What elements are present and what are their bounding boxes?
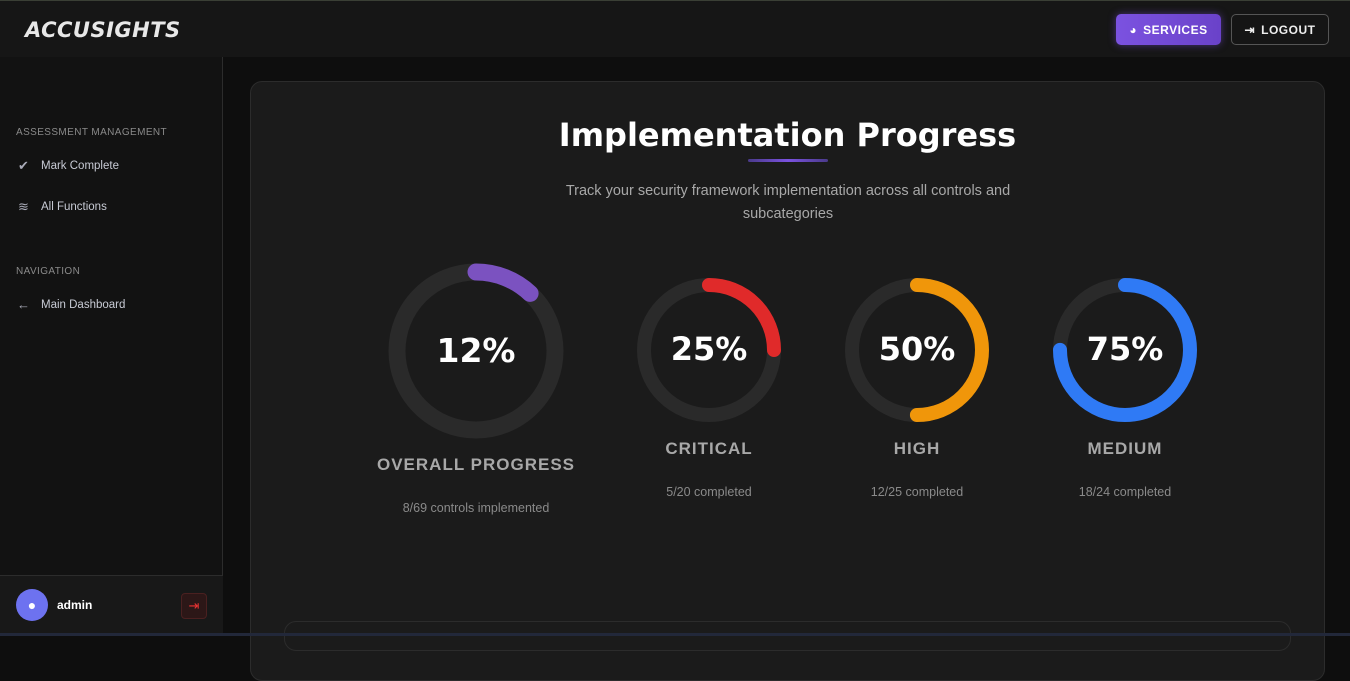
arrow-left-icon: ←: [17, 297, 30, 312]
ring-fill: [845, 278, 989, 422]
user-logout-button[interactable]: ⇥: [181, 593, 207, 619]
ring-svg: [1053, 278, 1197, 422]
ring-label: CRITICAL: [665, 439, 753, 458]
ring-percent: 12%: [436, 330, 516, 370]
sidebar-item-label: All Functions: [41, 201, 107, 213]
ring-label: OVERALL PROGRESS: [377, 455, 575, 474]
page-subtitle: Track your security framework implementa…: [565, 183, 1011, 222]
sidebar-item-label: Main Dashboard: [41, 298, 126, 311]
user-name: admin: [57, 598, 93, 612]
user-panel: ● admin ⇥: [0, 575, 223, 636]
ring-detail: 5/20 completed: [666, 485, 752, 499]
progress-card: Implementation Progress Track your secur…: [250, 81, 1325, 681]
logout-label: LOGOUT: [1261, 22, 1316, 37]
user-icon: ●: [27, 597, 37, 613]
page-title: Implementation Progress: [558, 116, 1017, 154]
sidebar: ASSESSMENT MANAGEMENT ✔ Mark Complete ≋ Al…: [0, 57, 223, 636]
top-header: ACCUSIGHTS ◕ SERVICES ⇥ LOGOUT: [0, 0, 1350, 57]
progress-ring-overall: 12%: [380, 255, 572, 447]
dashboard-gauge-icon: ◕: [1129, 22, 1138, 37]
ring-detail: 12/25 completed: [870, 485, 964, 499]
section-title-navigation: NAVIGATION: [16, 266, 81, 277]
bottom-border: [0, 633, 1350, 636]
ring-percent: 25%: [670, 330, 748, 369]
check-circle-icon: ✔: [18, 158, 29, 173]
secondary-card: [284, 621, 1291, 651]
title-underline: [748, 159, 828, 162]
services-button[interactable]: ◕ SERVICES: [1116, 14, 1221, 45]
sidebar-item-all-functions[interactable]: ≋ All Functions: [16, 199, 107, 215]
progress-ring-high: 50%: [838, 271, 996, 429]
progress-ring-critical: 25%: [630, 271, 788, 429]
ring-svg: [388, 263, 564, 439]
ring-detail: 8/69 controls implemented: [402, 501, 550, 515]
ring-label: MEDIUM: [1087, 439, 1163, 458]
sign-out-icon: ⇥: [188, 598, 200, 613]
sign-out-icon: ⇥: [1244, 22, 1256, 37]
logo[interactable]: ACCUSIGHTS: [25, 18, 181, 42]
ring-percent: 50%: [878, 330, 956, 369]
services-label: SERVICES: [1143, 22, 1208, 37]
ring-label: HIGH: [893, 439, 941, 458]
ring-svg: [845, 278, 989, 422]
section-title-assessment: ASSESSMENT MANAGEMENT: [16, 127, 168, 138]
progress-ring-medium: 75%: [1046, 271, 1204, 429]
ring-svg: [637, 278, 781, 422]
ring-fill: [1053, 278, 1197, 422]
layers-icon: ≋: [18, 199, 29, 214]
sidebar-item-main-dashboard[interactable]: ← Main Dashboard: [16, 297, 125, 312]
ring-fill: [388, 263, 564, 439]
avatar: ●: [16, 589, 48, 621]
sidebar-item-mark-complete[interactable]: ✔ Mark Complete: [16, 158, 119, 174]
sidebar-item-label: Mark Complete: [41, 160, 119, 172]
ring-percent: 75%: [1086, 330, 1164, 369]
ring-fill: [637, 278, 781, 422]
ring-detail: 18/24 completed: [1078, 485, 1172, 499]
logout-button[interactable]: ⇥ LOGOUT: [1231, 14, 1329, 45]
